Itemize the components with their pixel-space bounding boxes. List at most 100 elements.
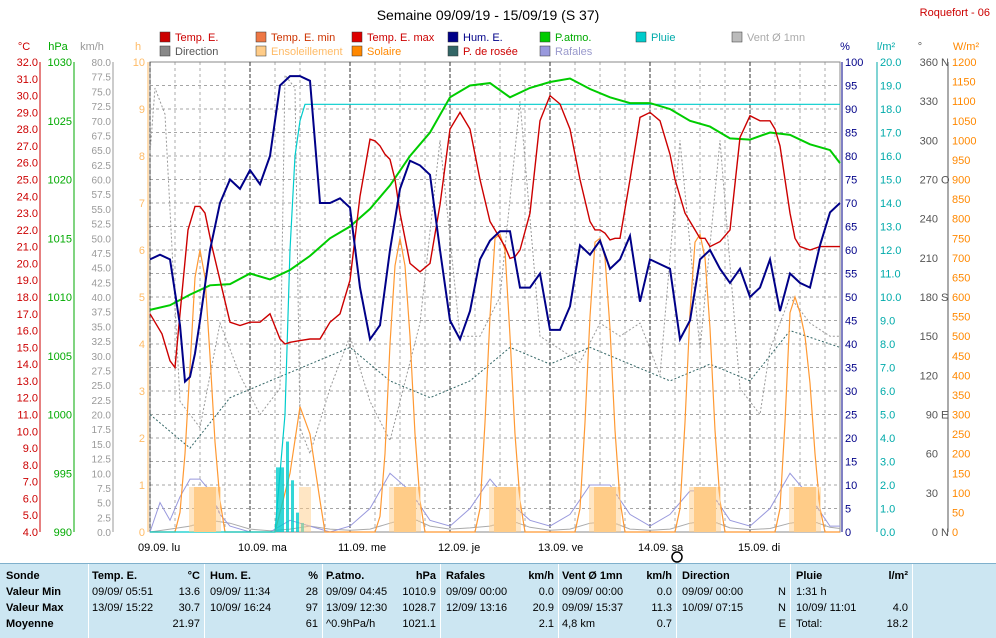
stats-column-header: Hum. E.% — [210, 568, 318, 584]
solar-axis-tick: 1200 — [952, 57, 976, 69]
legend-swatch — [255, 31, 267, 43]
stats-cell-value: 21.97 — [172, 618, 200, 630]
solar-axis-tick: 200 — [952, 449, 970, 461]
humidity-axis-tick: 10 — [845, 480, 857, 492]
temp-axis-tick: 30.0 — [17, 91, 38, 103]
stats-cell-date: 1:31 h — [796, 586, 827, 598]
stats-header-unit: km/h — [528, 570, 554, 582]
stats-header-name: Rafales — [446, 570, 486, 582]
temp-axis-tick: 15.0 — [17, 342, 38, 354]
series-layer — [149, 73, 841, 533]
pressure-axis-tick: 1020 — [48, 175, 72, 187]
stats-cell-value: 30.7 — [178, 602, 200, 614]
sun-axis-tick: 8 — [139, 151, 145, 163]
sun-axis-tick: 5 — [139, 292, 145, 304]
rain-axis-tick: 0.0 — [880, 527, 895, 539]
solar-axis-tick: 900 — [952, 175, 970, 187]
direction-axis-tick: 90 — [926, 410, 938, 422]
stats-panel: Sonde Valeur Min Valeur Max Moyenne Temp… — [0, 563, 996, 638]
temp-axis-tick: 11.0 — [17, 410, 38, 422]
temp-axis-tick: 23.0 — [17, 208, 38, 220]
axis-unit: °C — [18, 41, 30, 53]
stats-cell: 13/09/ 12:30 1028.7 — [326, 600, 436, 616]
axis-unit: h — [135, 41, 141, 53]
wind-axis-tick: 52.5 — [92, 220, 112, 231]
direction-axis-tick: 0 — [932, 527, 938, 539]
wind-axis-tick: 50.0 — [92, 234, 112, 245]
chart-legend: Temp. E. Direction Temp. E. min Ensoleillem… — [159, 31, 805, 58]
x-axis-label: 12.09. je — [438, 542, 480, 554]
solar-axis-tick: 1000 — [952, 135, 976, 147]
humidity-axis-tick: 30 — [845, 386, 857, 398]
temp-axis-tick: 19.0 — [17, 275, 38, 287]
stats-cell: 09/09/ 00:00 0.0 — [562, 584, 672, 600]
axis-unit: W/m² — [953, 41, 980, 53]
stats-cell-value: 0.0 — [538, 586, 554, 598]
stats-cell: 10/09/ 11:01 4.0 — [796, 600, 908, 616]
axis-unit: km/h — [80, 41, 104, 53]
pressure-axis-tick: 1025 — [48, 116, 72, 128]
rain-axis-tick: 5.0 — [880, 410, 895, 422]
temp-axis-tick: 32.0 — [17, 57, 38, 69]
x-axis-label: 15.09. di — [738, 542, 780, 554]
solar-axis-tick: 1150 — [952, 77, 976, 89]
stats-column: Direction 09/09/ 00:00 N 10/09/ 07:15 N E — [682, 568, 786, 632]
rain-bar — [276, 467, 284, 532]
wind-axis-tick: 62.5 — [92, 161, 112, 172]
humidity-axis-tick: 40 — [845, 339, 857, 351]
rain-axis-tick: 14.0 — [880, 198, 901, 210]
direction-axis-tick: 60 — [926, 449, 938, 461]
x-axis-label: 11.09. me — [338, 542, 386, 554]
stats-cell-value: 1021.1 — [402, 618, 436, 630]
wind-axis-tick: 72.5 — [92, 102, 112, 113]
rain-axis-tick: 2.0 — [880, 480, 895, 492]
temp-axis-tick: 17.0 — [17, 309, 38, 321]
wind-axis-tick: 10.0 — [92, 469, 112, 480]
wind-axis-tick: 70.0 — [92, 117, 112, 128]
solar-axis-tick: 0 — [952, 527, 958, 539]
rain-axis-tick: 20.0 — [880, 57, 901, 69]
rain-axis-tick: 19.0 — [880, 81, 901, 93]
stats-cell-date: 09/09/ 04:45 — [326, 586, 388, 598]
direction-axis-tick: 330 — [920, 96, 938, 108]
legend-swatch — [539, 45, 551, 57]
wind-axis-tick: 2.5 — [97, 513, 111, 524]
direction-cardinal: N — [941, 57, 949, 69]
wind-axis-tick: 77.5 — [92, 73, 112, 84]
pressure-axis-tick: 1010 — [48, 292, 72, 304]
stats-cell: 13/09/ 15:22 30.7 — [92, 600, 200, 616]
rain-axis-tick: 4.0 — [880, 433, 895, 445]
sun-axis-tick: 2 — [139, 433, 145, 445]
x-axis-label: 09.09. lu — [138, 542, 180, 554]
stats-cell-date: 09/09/ 00:00 — [682, 586, 744, 598]
rain-axis-tick: 3.0 — [880, 457, 895, 469]
temp-axis-tick: 16.0 — [17, 326, 38, 338]
legend-label: Hum. E. — [463, 32, 503, 44]
axes-layer: °C hPa km/h h% l/m² ° W/m²4.05.06.07.08.09.010… — [17, 41, 980, 539]
humidity-axis-tick: 100 — [845, 57, 863, 69]
temp-axis-tick: 18.0 — [17, 292, 38, 304]
temp-axis-tick: 24.0 — [17, 191, 38, 203]
humidity-axis-tick: 55 — [845, 269, 857, 281]
stats-cell-value: 28 — [305, 586, 318, 598]
stats-column: Hum. E.% 09/09/ 11:34 28 10/09/ 16:24 97 61 — [210, 568, 318, 632]
solar-axis-tick: 450 — [952, 351, 970, 363]
pressure-axis-tick: 1015 — [48, 233, 72, 245]
stats-cell: 1:31 h — [796, 584, 908, 600]
stats-cell-date: 09/09/ 00:00 — [446, 586, 508, 598]
sun-axis-tick: 0 — [139, 527, 145, 539]
rain-axis-tick: 16.0 — [880, 151, 901, 163]
stats-cell-date: 09/09/ 11:34 — [210, 586, 271, 598]
rain-axis-tick: 11.0 — [880, 269, 901, 281]
humidity-axis-tick: 95 — [845, 81, 857, 93]
temp-axis-tick: 26.0 — [17, 158, 38, 170]
stats-cell: 09/09/ 15:37 11.3 — [562, 600, 672, 616]
stats-cell: 09/09/ 04:45 1010.9 — [326, 584, 436, 600]
wind-axis-tick: 22.5 — [92, 396, 112, 407]
time-cursor-handle[interactable] — [671, 551, 683, 563]
direction-axis-tick: 150 — [920, 331, 938, 343]
solar-axis-tick: 800 — [952, 214, 970, 226]
rain-axis-tick: 13.0 — [880, 222, 901, 234]
legend-label: Temp. E. min — [271, 32, 335, 44]
stats-column-header: Rafales km/h — [446, 568, 554, 584]
